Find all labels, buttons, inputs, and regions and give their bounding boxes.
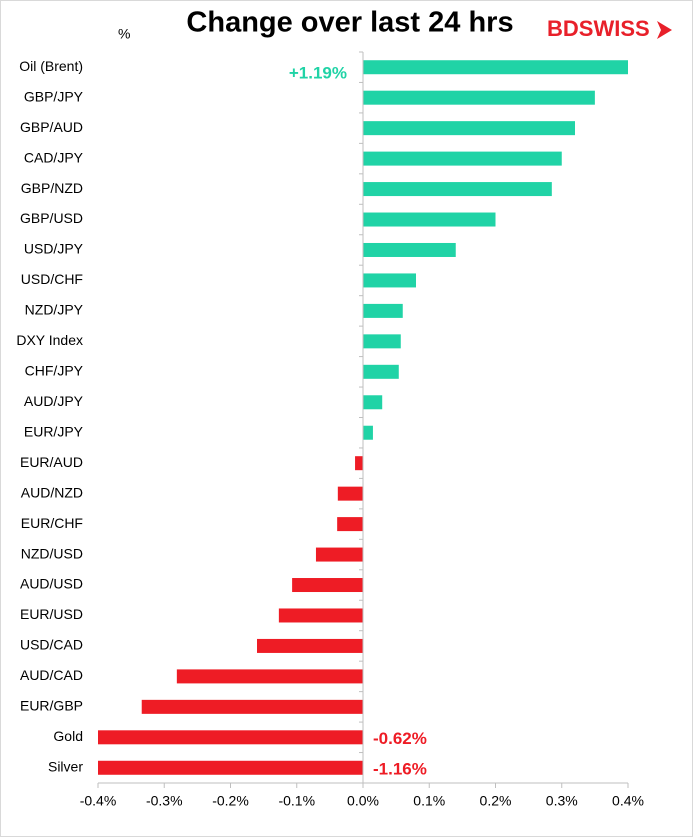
bar [98, 730, 363, 745]
axis-unit-label: % [118, 26, 130, 42]
y-tick-label: NZD/JPY [25, 302, 84, 318]
y-tick-label: AUD/NZD [21, 484, 83, 500]
bar [363, 151, 562, 166]
x-tick-label: 0.4% [612, 793, 644, 809]
bar [292, 578, 363, 593]
y-tick-label: EUR/CHF [21, 515, 83, 531]
y-tick-label: Silver [48, 758, 83, 774]
value-label: +1.19% [289, 64, 347, 83]
bar [363, 212, 496, 227]
bar [278, 608, 363, 623]
bar [363, 60, 628, 75]
bar [363, 425, 373, 440]
y-tick-label: GBP/AUD [20, 119, 83, 135]
x-tick-label: -0.2% [212, 793, 249, 809]
x-tick-label: -0.4% [80, 793, 117, 809]
bar [363, 121, 575, 136]
x-tick-label: -0.3% [146, 793, 183, 809]
y-tick-label: GBP/NZD [21, 180, 83, 196]
x-tick-label: 0.2% [480, 793, 512, 809]
value-label: -0.62% [373, 729, 427, 748]
bar [363, 182, 552, 197]
y-tick-label: DXY Index [16, 332, 83, 348]
y-tick-label: NZD/USD [21, 545, 83, 561]
y-tick-label: CHF/JPY [25, 363, 84, 379]
y-tick-label: GBP/USD [20, 210, 83, 226]
y-tick-label: AUD/CAD [20, 667, 83, 683]
bar [98, 760, 363, 775]
bar [355, 456, 363, 471]
x-tick-label: 0.0% [347, 793, 379, 809]
bar [176, 669, 363, 684]
logo-text: BDSWISS [547, 16, 650, 41]
y-tick-label: Oil (Brent) [19, 58, 83, 74]
bar [363, 364, 399, 379]
bar [337, 486, 363, 501]
y-tick-label: Gold [53, 728, 83, 744]
y-tick-label: EUR/GBP [20, 698, 83, 714]
value-label: -1.16% [373, 759, 427, 778]
y-tick-label: AUD/JPY [24, 393, 84, 409]
y-tick-label: GBP/JPY [24, 88, 84, 104]
y-tick-label: USD/CAD [20, 637, 83, 653]
bar [363, 334, 401, 349]
chart-title: Change over last 24 hrs [186, 7, 513, 39]
x-tick-label: 0.3% [546, 793, 578, 809]
bar [363, 242, 456, 257]
bar [363, 273, 416, 288]
bar [257, 638, 363, 653]
bar [363, 303, 403, 318]
logo: BDSWISS [547, 16, 672, 41]
y-tick-label: USD/JPY [24, 241, 84, 257]
y-tick-label: EUR/USD [20, 606, 83, 622]
bar [141, 699, 363, 714]
logo-arrow [657, 21, 672, 39]
y-tick-label: EUR/AUD [20, 454, 83, 470]
x-tick-label: -0.1% [278, 793, 315, 809]
bar [315, 547, 363, 562]
bar [337, 517, 363, 532]
y-tick-label: CAD/JPY [24, 149, 84, 165]
x-tick-label: 0.1% [413, 793, 445, 809]
bars [98, 60, 628, 775]
y-tick-label: EUR/JPY [24, 423, 84, 439]
bar [363, 90, 595, 105]
y-tick-label: USD/CHF [21, 271, 83, 287]
bar [363, 395, 383, 410]
y-tick-label: AUD/USD [20, 576, 83, 592]
